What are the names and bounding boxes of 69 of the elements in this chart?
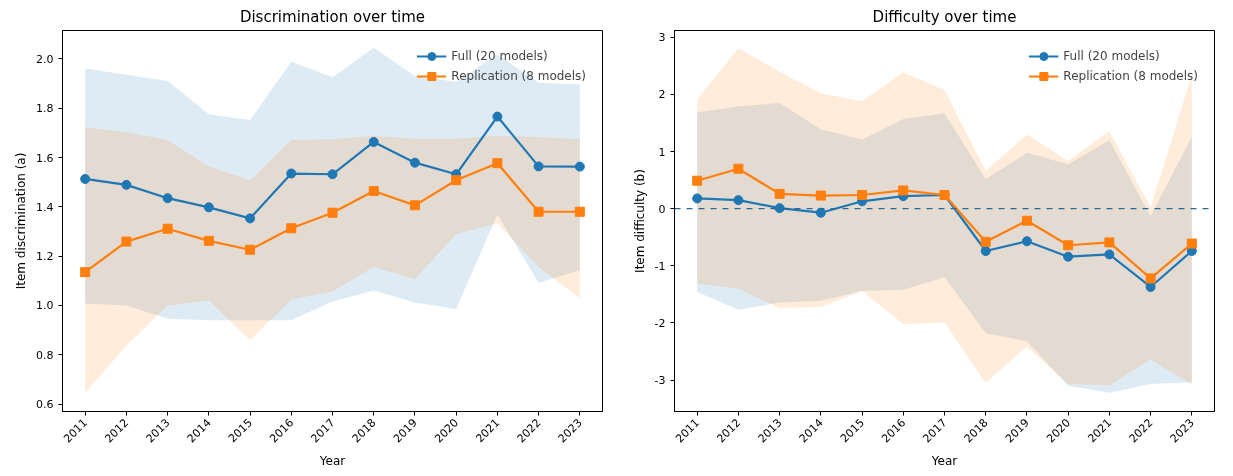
point (80, 267, 91, 278)
point (409, 157, 420, 168)
point (327, 207, 338, 218)
y-tick-label: 0.6 (36, 398, 54, 412)
y-axis-title: Item discrimination (a) (14, 152, 29, 290)
point (692, 175, 703, 186)
point (245, 213, 256, 224)
point (162, 223, 173, 234)
y-tick-label: 0.8 (36, 348, 54, 362)
legend-label: Replication (8 models) (1063, 69, 1198, 83)
point (286, 168, 297, 179)
point (898, 185, 909, 196)
point (492, 111, 503, 122)
point (1021, 236, 1032, 247)
point (1063, 240, 1074, 251)
point (245, 244, 256, 255)
y-tick-label: 2 (658, 88, 666, 102)
point (327, 169, 338, 180)
point (1145, 273, 1156, 284)
y-tick-label: 1.0 (36, 299, 54, 313)
point (980, 236, 991, 247)
point (1063, 251, 1074, 262)
point (121, 236, 132, 247)
point (533, 161, 544, 172)
chart-title: Difficulty over time (872, 7, 1017, 26)
y-tick-label: -3 (654, 374, 666, 388)
y-tick-label: 1.6 (36, 151, 54, 165)
point (533, 206, 544, 217)
point (162, 193, 173, 204)
y-tick-label: 1.4 (36, 200, 54, 214)
y-tick-label: 1 (658, 145, 666, 159)
point (815, 207, 826, 218)
point (451, 175, 462, 186)
point (774, 188, 785, 199)
point (733, 163, 744, 174)
y-axis-title: Item difficulty (b) (632, 169, 647, 273)
chart-title: Discrimination over time (239, 7, 426, 26)
point (368, 186, 379, 197)
point (692, 193, 703, 204)
y-tick-label: 1.8 (36, 102, 54, 116)
x-axis-title: Year (930, 453, 958, 468)
point (203, 235, 214, 246)
point (857, 190, 868, 201)
point (368, 136, 379, 147)
point (409, 200, 420, 211)
point (80, 173, 91, 184)
point (574, 161, 585, 172)
x-axis-title: Year (318, 453, 346, 468)
y-tick-label: -2 (654, 316, 666, 330)
point (815, 190, 826, 201)
point (574, 206, 585, 217)
legend-label: Replication (8 models) (451, 69, 586, 83)
y-tick-label: 1.2 (36, 250, 54, 264)
y-tick-label: -1 (654, 259, 666, 273)
point (733, 195, 744, 206)
point (1104, 249, 1115, 260)
point (1021, 215, 1032, 226)
point (121, 179, 132, 190)
point (203, 202, 214, 213)
y-tick-label: 0 (658, 202, 666, 216)
point (286, 223, 297, 234)
legend-label: Full (20 models) (451, 49, 548, 63)
point (492, 158, 503, 169)
point (980, 246, 991, 256)
y-tick-label: 3 (658, 31, 666, 45)
point (1186, 238, 1197, 249)
y-tick-label: 2.0 (36, 52, 54, 66)
legend-label: Full (20 models) (1063, 49, 1160, 63)
point (1104, 237, 1115, 248)
